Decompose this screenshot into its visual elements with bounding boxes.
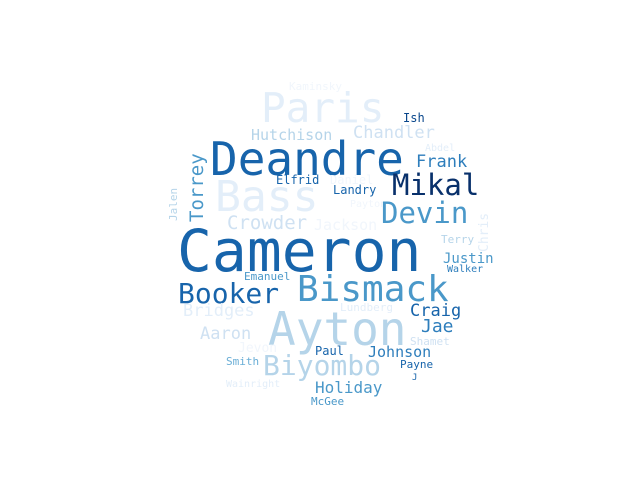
- word-landry: Landry: [333, 183, 377, 197]
- word-kaminsky: Kaminsky: [289, 80, 342, 93]
- word-paris: Paris: [261, 84, 385, 132]
- word-jevon: Jevon: [238, 341, 278, 356]
- word-craig: Craig: [410, 301, 462, 321]
- word-jae: Jae: [421, 316, 454, 337]
- word-ayton: Ayton: [268, 302, 407, 356]
- word-jackson: Jackson: [314, 216, 378, 234]
- word-booker: Booker: [178, 277, 280, 310]
- word-elfrid: Elfrid: [276, 173, 320, 187]
- word-ish: Ish: [403, 111, 425, 125]
- word-biyombo: Biyombo: [263, 349, 382, 382]
- word-daniel: Daniel: [330, 173, 374, 187]
- word-mcgee: McGee: [311, 395, 345, 408]
- word-cameron: Cameron: [177, 217, 422, 285]
- word-terry: Terry: [441, 233, 475, 246]
- word-deandre: Deandre: [210, 132, 404, 186]
- word-payton: Payton: [350, 199, 387, 210]
- word-frank: Frank: [416, 152, 468, 172]
- word-johnson: Johnson: [368, 343, 432, 361]
- word-bismack: Bismack: [297, 269, 449, 310]
- word-bridges: Bridges: [183, 301, 255, 321]
- word-devin: Devin: [381, 196, 469, 230]
- word-bass: Bass: [215, 172, 319, 222]
- word-j: J: [412, 373, 418, 383]
- word-payne: Payne: [400, 358, 434, 371]
- word-shamet: Shamet: [410, 335, 450, 348]
- word-lundberg: Lundberg: [340, 301, 393, 314]
- word-torrey: Torrey: [186, 153, 208, 222]
- word-chris: Chris: [477, 212, 492, 252]
- word-chandler: Chandler: [353, 123, 435, 143]
- word-aaron: Aaron: [200, 324, 252, 344]
- word-mikal: Mikal: [392, 168, 480, 202]
- word-crowder: Crowder: [227, 212, 308, 234]
- word-paul: Paul: [315, 344, 344, 358]
- word-walker: Walker: [447, 264, 484, 275]
- word-holiday: Holiday: [315, 378, 383, 397]
- word-smith: Smith: [226, 355, 260, 368]
- word-emanuel: Emanuel: [244, 270, 291, 283]
- word-wainright: Wainright: [226, 379, 281, 390]
- word-hutchison: Hutchison: [251, 126, 333, 144]
- word-abdel: Abdel: [425, 143, 456, 154]
- word-justin: Justin: [443, 251, 494, 267]
